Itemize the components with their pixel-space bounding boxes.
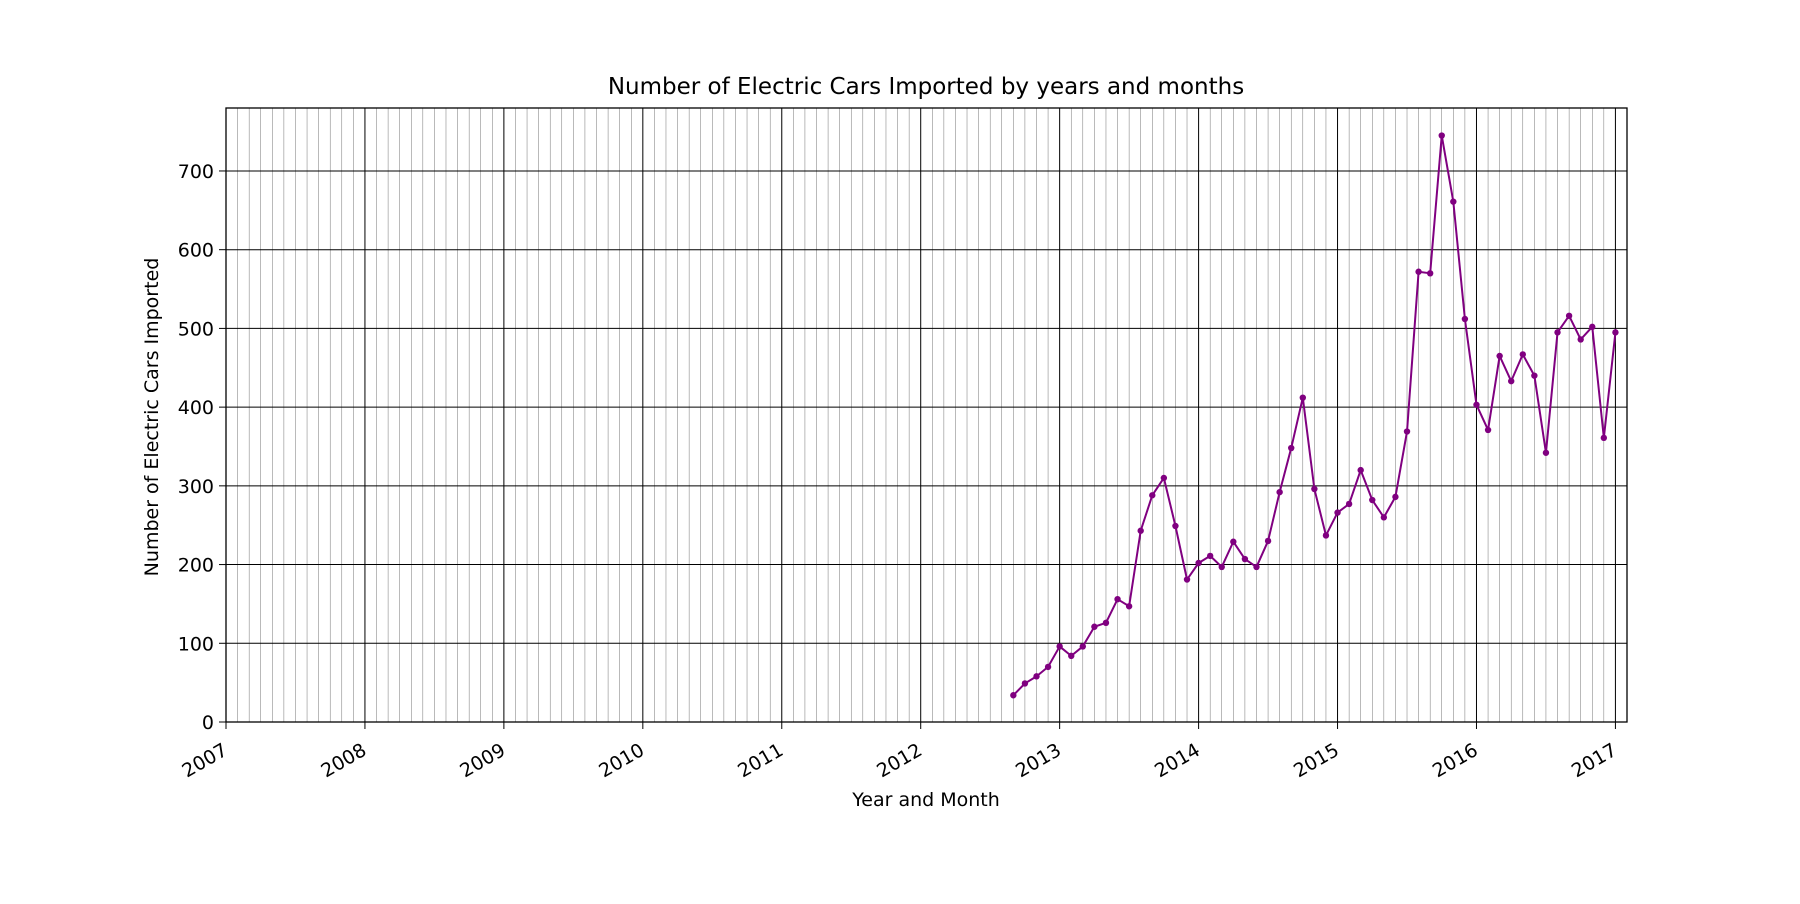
data-point [1160, 474, 1168, 482]
data-point [1565, 312, 1573, 320]
data-point [1519, 351, 1526, 358]
data-point [1508, 377, 1515, 385]
data-point [1577, 336, 1584, 343]
x-tick-label: 2007 [178, 739, 231, 782]
data-point [1102, 619, 1110, 627]
data-point [1473, 401, 1480, 408]
data-point [1206, 552, 1214, 560]
data-point [1484, 426, 1492, 434]
x-tick-label: 2016 [1429, 739, 1482, 782]
y-tick-label: 0 [202, 712, 214, 734]
x-tick-label: 2010 [595, 739, 648, 782]
data-point [1230, 538, 1237, 545]
y-tick-label: 400 [178, 397, 214, 419]
data-point [1311, 485, 1318, 493]
data-point [1218, 563, 1225, 571]
data-point [1392, 493, 1399, 501]
data-point [1322, 532, 1330, 539]
data-point [1345, 500, 1353, 508]
data-point [1542, 449, 1550, 456]
data-point [1183, 576, 1191, 583]
y-tick-label: 100 [178, 633, 214, 655]
data-point [1172, 522, 1179, 530]
data-point [1369, 496, 1376, 504]
data-point [1195, 559, 1202, 567]
data-point [1021, 680, 1029, 687]
axes [219, 107, 1628, 729]
data-point [1438, 132, 1445, 139]
major-gridlines [225, 108, 1627, 723]
data-point [1137, 527, 1144, 534]
data-point [1253, 563, 1260, 571]
data-point [1380, 514, 1388, 521]
data-point [1068, 652, 1075, 660]
x-tick-label: 2009 [456, 739, 509, 782]
data-point [1600, 434, 1608, 442]
x-axis-label: Year and Month [851, 789, 1000, 811]
y-tick-label: 600 [178, 240, 214, 262]
plot-frame [225, 107, 1628, 723]
data-point [1426, 270, 1434, 277]
data-point [1114, 596, 1121, 603]
y-axis-label: Number of Electric Cars Imported [141, 258, 163, 577]
data-point [1091, 623, 1098, 630]
x-tick-label: 2013 [1012, 739, 1065, 782]
data-point [1033, 673, 1040, 680]
data-point [1149, 492, 1156, 499]
data-point [1589, 323, 1596, 331]
data-point [1010, 692, 1017, 699]
data-point [1125, 603, 1133, 610]
y-tick-label: 300 [178, 476, 214, 498]
data-point [1612, 329, 1619, 336]
x-tick-label: 2008 [317, 739, 370, 782]
y-tick-label: 200 [178, 555, 214, 577]
data-point [1299, 394, 1307, 401]
x-tick-label: 2011 [734, 739, 787, 782]
chart-title: Number of Electric Cars Imported by year… [608, 74, 1244, 100]
data-point [1334, 509, 1341, 516]
data-point [1531, 372, 1538, 379]
data-point [1056, 643, 1063, 650]
y-tick-label: 700 [178, 161, 214, 183]
x-tick-label: 2014 [1151, 739, 1204, 782]
x-tick-label: 2015 [1290, 739, 1343, 782]
x-tick-label: 2012 [873, 739, 926, 782]
data-point [1241, 555, 1249, 563]
x-tick-label: 2017 [1568, 739, 1621, 782]
data-point [1079, 643, 1087, 650]
data-point [1554, 329, 1561, 336]
minor-gridlines [237, 108, 1628, 722]
data-point [1044, 663, 1052, 671]
series-layer [1010, 132, 1619, 699]
data-point [1415, 268, 1422, 275]
tick-labels: 2007 2008 2009 2010 2011 2012 2013 2014 2015 2016… [178, 161, 1621, 782]
data-point [1496, 352, 1503, 360]
data-point [1450, 198, 1457, 205]
data-point [1403, 428, 1411, 435]
data-point [1276, 488, 1283, 496]
data-point [1357, 466, 1364, 474]
data-point [1264, 537, 1272, 545]
data-point [1288, 444, 1295, 452]
y-tick-label: 500 [178, 318, 214, 340]
data-point [1461, 315, 1469, 323]
